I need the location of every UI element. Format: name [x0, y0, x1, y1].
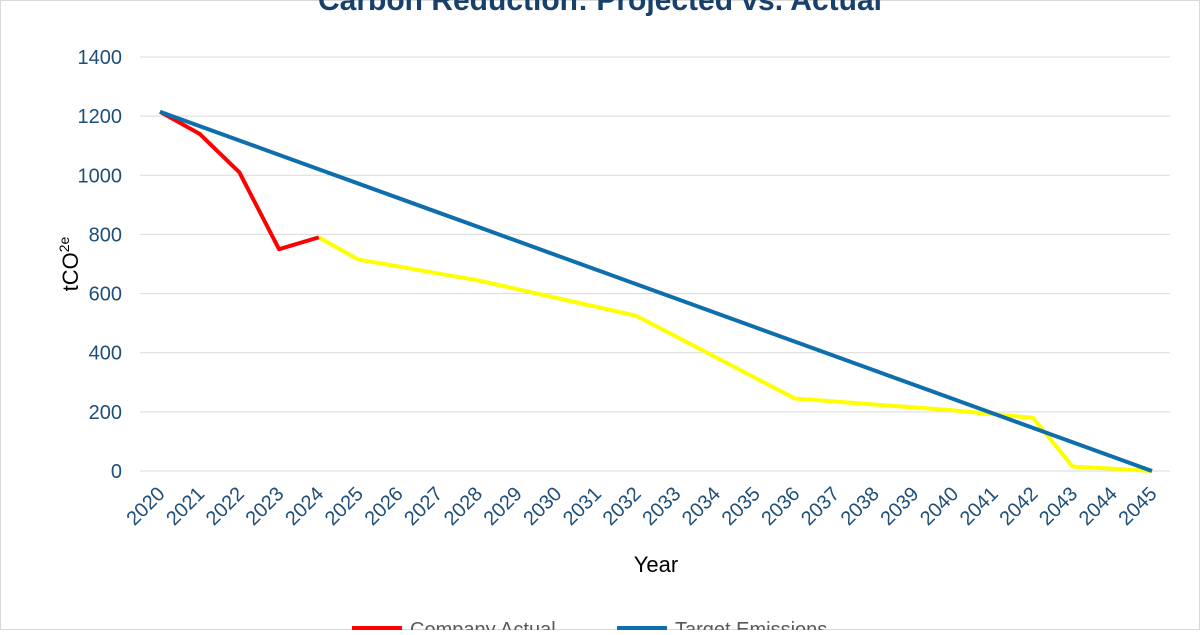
y-tick-label: 600 — [89, 284, 122, 306]
y-axis-label-sup: 2e — [56, 236, 72, 252]
series-line — [159, 109, 320, 252]
x-axis-label: Year — [634, 552, 678, 577]
y-tick-label: 400 — [89, 343, 122, 365]
legend-label: Target Emissions — [675, 619, 827, 630]
series-line — [159, 109, 1153, 473]
y-tick-label: 0 — [111, 461, 122, 483]
y-tick-label: 800 — [89, 224, 122, 246]
legend-label: Company Actual — [410, 619, 556, 630]
y-tick-label: 1200 — [78, 106, 123, 128]
chart-title: Carbon Reduction: Projected vs. Actual — [318, 0, 882, 17]
y-axis-label: tCO2e — [56, 236, 83, 291]
y-axis-label-main: tCO — [58, 252, 83, 291]
series-line — [317, 235, 1153, 473]
y-tick-label: 1000 — [78, 165, 123, 187]
y-tick-label: 200 — [89, 402, 122, 424]
y-tick-label: 1400 — [78, 47, 123, 69]
